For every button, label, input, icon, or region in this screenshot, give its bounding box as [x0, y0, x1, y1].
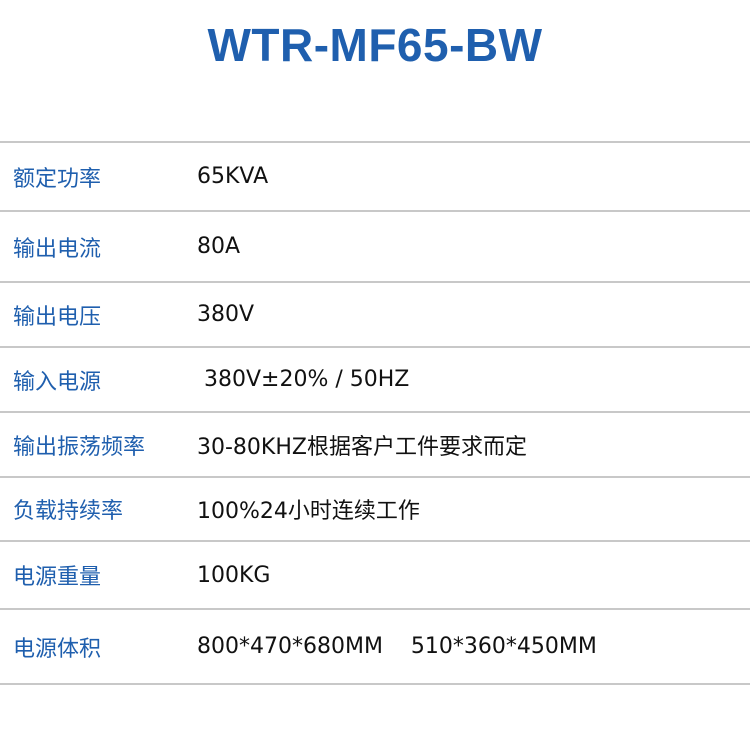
spec-label: 负载持续率	[13, 499, 124, 524]
spec-label: 输出电流	[13, 236, 102, 262]
spec-row-output-current: 输出电流 80A	[0, 212, 750, 283]
product-model-title: WTR-MF65-BW	[207, 19, 543, 71]
spec-row-duty-cycle: 负载持续率 100%24小时连续工作	[0, 478, 750, 542]
spec-value: 80A	[197, 234, 241, 259]
spec-value: 380V±20% / 50HZ	[197, 367, 410, 392]
spec-row-dimensions: 电源体积 800*470*680MM 510*360*450MM	[0, 610, 750, 685]
spec-value: 100%24小时连续工作	[197, 499, 420, 524]
spec-table: 额定功率 65KVA 输出电流 80A 输出电压 380V 输入电源 380V±…	[0, 141, 750, 685]
spec-label: 输出振荡频率	[13, 434, 146, 460]
spec-row-input-power: 输入电源 380V±20% / 50HZ	[0, 348, 750, 413]
spec-value: 800*470*680MM 510*360*450MM	[197, 634, 597, 659]
spec-value: 100KG	[197, 562, 271, 588]
spec-row-weight: 电源重量 100KG	[0, 542, 750, 610]
spec-value: 380V	[197, 302, 255, 327]
spec-row-rated-power: 额定功率 65KVA	[0, 143, 750, 212]
spec-label: 输出电压	[13, 304, 102, 330]
spec-label: 额定功率	[13, 166, 102, 192]
spec-label: 输入电源	[13, 369, 102, 395]
spec-row-oscillation-frequency: 输出振荡频率 30-80KHZ根据客户工件要求而定	[0, 413, 750, 478]
spec-row-output-voltage: 输出电压 380V	[0, 283, 750, 348]
spec-label: 电源体积	[13, 636, 102, 662]
spec-label: 电源重量	[13, 565, 102, 590]
spec-value: 65KVA	[197, 164, 269, 189]
spec-value: 30-80KHZ根据客户工件要求而定	[197, 434, 527, 460]
